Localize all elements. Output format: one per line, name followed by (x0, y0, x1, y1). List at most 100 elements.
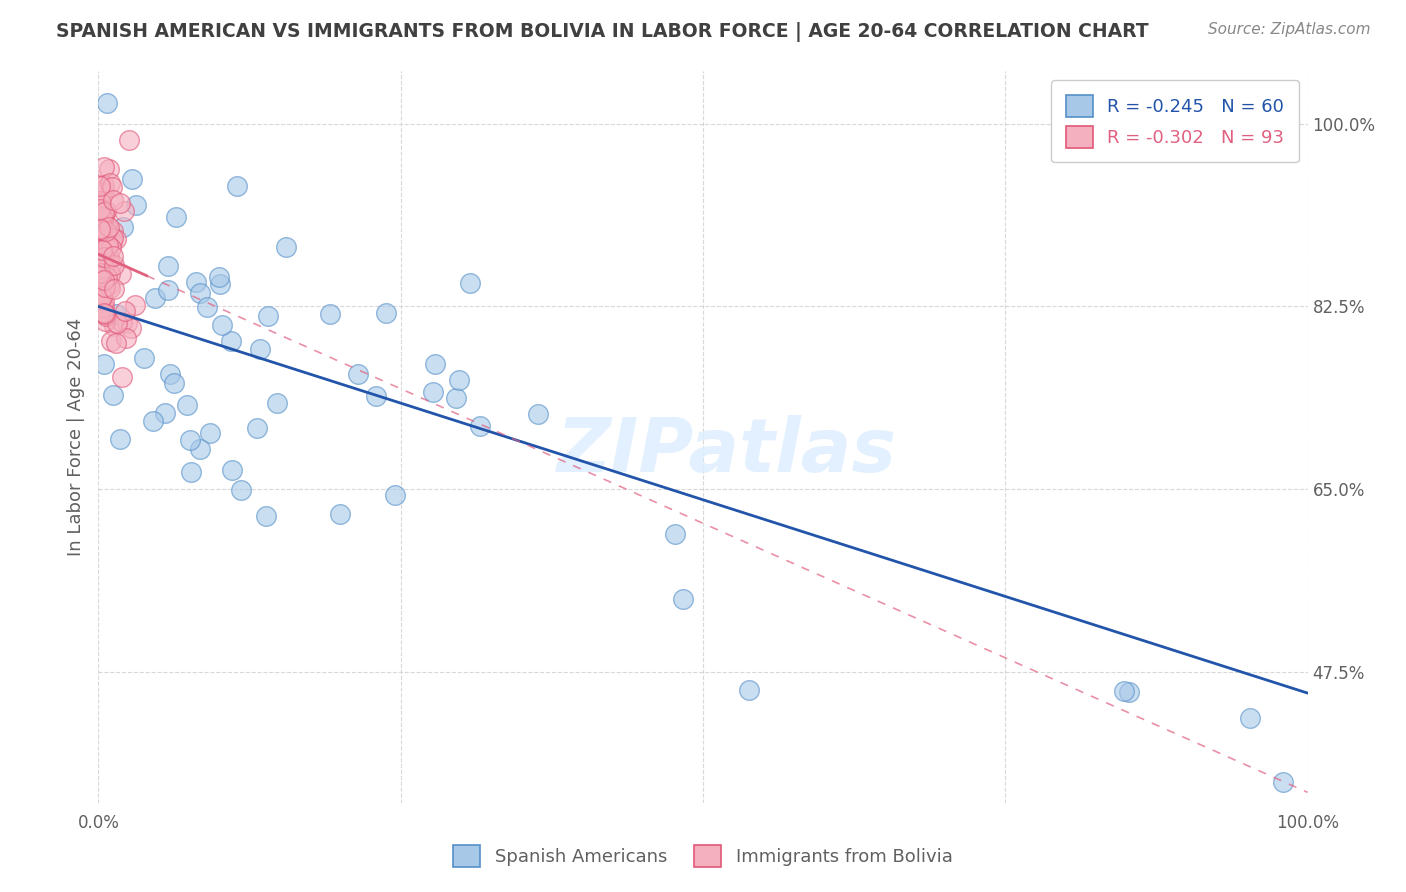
Point (93, 205, 115, 219)
Point (89, 178, 111, 193)
Point (97, 278, 120, 293)
Point (90, 221, 112, 235)
Point (94, 310, 117, 324)
Point (93, 160, 115, 174)
Point (98, 161, 121, 176)
Point (90, 245, 112, 260)
Point (89, 293, 111, 307)
Point (738, 683, 761, 698)
Text: SPANISH AMERICAN VS IMMIGRANTS FROM BOLIVIA IN LABOR FORCE | AGE 20-64 CORRELATI: SPANISH AMERICAN VS IMMIGRANTS FROM BOLI… (56, 22, 1149, 42)
Point (121, 172, 143, 186)
Point (100, 180, 122, 194)
Legend: R = -0.245   N = 60, R = -0.302   N = 93: R = -0.245 N = 60, R = -0.302 N = 93 (1052, 80, 1299, 162)
Point (91, 261, 114, 276)
Point (90, 285, 112, 299)
Point (89, 221, 111, 235)
Point (89, 238, 111, 252)
Point (101, 230, 124, 244)
Point (672, 591, 695, 606)
Point (91, 258, 114, 272)
Point (93, 273, 115, 287)
Point (93, 293, 115, 308)
Point (91, 243, 114, 257)
Point (98, 268, 121, 282)
Point (103, 388, 125, 402)
Point (180, 465, 202, 479)
Point (94, 224, 117, 238)
Point (346, 367, 368, 381)
Point (94, 276, 117, 290)
Point (103, 259, 125, 273)
Point (254, 508, 277, 523)
Point (101, 235, 124, 250)
Point (112, 204, 135, 219)
Point (105, 336, 128, 351)
Point (89, 194, 111, 209)
Point (93, 306, 115, 320)
Point (97, 237, 120, 252)
Point (159, 367, 181, 381)
Point (124, 298, 146, 312)
Point (96, 95, 118, 110)
Point (100, 258, 122, 272)
Point (188, 286, 211, 301)
Point (117, 133, 139, 147)
Point (527, 407, 550, 421)
Point (93, 182, 115, 196)
Text: Source: ZipAtlas.com: Source: ZipAtlas.com (1208, 22, 1371, 37)
Point (444, 391, 467, 405)
Point (200, 425, 222, 440)
Point (1118, 685, 1140, 699)
Point (257, 309, 280, 323)
Point (93, 260, 115, 275)
Point (179, 433, 201, 447)
Point (93, 274, 115, 288)
Point (449, 373, 471, 387)
Point (221, 463, 243, 477)
Point (94, 272, 117, 286)
Point (93, 300, 115, 314)
Point (103, 282, 125, 296)
Point (422, 385, 444, 400)
Point (153, 406, 176, 420)
Point (103, 319, 125, 334)
Point (101, 224, 124, 238)
Point (108, 432, 131, 446)
Point (211, 318, 233, 332)
Point (89, 235, 111, 249)
Point (112, 219, 135, 234)
Point (117, 316, 139, 330)
Point (132, 351, 155, 365)
Point (195, 300, 218, 314)
Point (329, 507, 352, 521)
Point (94, 307, 117, 321)
Y-axis label: In Labor Force | Age 20-64: In Labor Force | Age 20-64 (66, 318, 84, 557)
Point (114, 304, 136, 318)
Point (90, 268, 112, 283)
Point (124, 198, 146, 212)
Point (98, 220, 121, 235)
Point (143, 291, 166, 305)
Point (208, 270, 231, 285)
Point (94, 229, 117, 244)
Point (98, 250, 121, 264)
Point (105, 316, 128, 330)
Point (93, 357, 115, 371)
Text: ZIPatlas: ZIPatlas (557, 415, 897, 488)
Point (89, 266, 111, 280)
Point (423, 357, 446, 371)
Point (1239, 711, 1261, 725)
Point (1272, 775, 1295, 789)
Point (93, 279, 115, 293)
Point (115, 331, 138, 345)
Point (188, 442, 211, 456)
Point (156, 259, 179, 273)
Point (375, 306, 398, 320)
Point (90, 265, 112, 279)
Point (91, 277, 114, 292)
Point (96, 241, 118, 255)
Point (163, 376, 186, 390)
Point (94, 227, 117, 242)
Point (91, 211, 114, 225)
Point (276, 240, 298, 254)
